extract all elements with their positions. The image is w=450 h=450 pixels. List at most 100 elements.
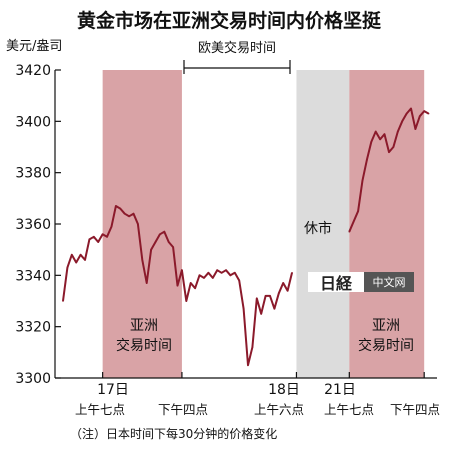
x-axis-ticks (102, 372, 425, 378)
chart-title: 黄金市场在亚洲交易时间内价格坚挺 (77, 9, 382, 32)
footnote: （注）日本时间下每30分钟的价格变化 (70, 426, 277, 441)
price-point (159, 233, 161, 236)
price-point (392, 146, 395, 148)
market-closed-band (296, 70, 350, 378)
session-label-euro-us: 欧美交易时间 (198, 40, 276, 56)
price-point (106, 236, 108, 238)
price-point (132, 212, 135, 215)
price-point (418, 115, 421, 117)
price-point (62, 300, 64, 302)
price-point (383, 133, 386, 135)
price-point (396, 130, 399, 133)
date-label-21: 21日 (324, 382, 356, 398)
time-label-4: 下午四点 (390, 402, 440, 417)
price-series (62, 107, 430, 367)
region-label-asia-1-line1: 亚洲 (130, 318, 158, 334)
price-point (75, 261, 78, 264)
price-point (414, 128, 417, 130)
session-bracket (183, 60, 291, 74)
price-point (110, 225, 113, 228)
price-point (172, 246, 174, 248)
price-point (66, 266, 69, 269)
region-label-asia-2-line2: 交易时间 (358, 337, 414, 354)
y-axis-unit-label: 美元/盎司 (6, 39, 62, 54)
price-point (93, 236, 95, 238)
price-point (251, 346, 254, 349)
y-tick-label: 3400 (15, 114, 51, 130)
nikkei-watermark: 日経 中文网 (308, 272, 414, 293)
price-point (194, 287, 196, 289)
price-point (198, 274, 201, 277)
price-point (71, 254, 73, 256)
y-tick-label: 3340 (15, 268, 51, 284)
price-point (401, 120, 403, 123)
time-label-1: 下午四点 (158, 402, 208, 417)
price-point (220, 271, 223, 274)
price-point (256, 297, 258, 300)
price-point (247, 364, 249, 366)
price-point (185, 300, 188, 302)
price-point (97, 241, 100, 243)
price-point (225, 269, 227, 272)
price-point (423, 110, 425, 112)
price-point (123, 212, 126, 215)
price-point (361, 179, 364, 182)
price-point (348, 230, 351, 233)
y-tick-label: 3320 (15, 320, 51, 336)
y-tick-label: 3360 (15, 217, 51, 233)
price-point (282, 282, 285, 284)
asia-session-band (102, 70, 182, 378)
asia-session-band (349, 70, 425, 378)
price-point (410, 107, 412, 110)
price-point (141, 259, 144, 261)
price-point (119, 207, 122, 210)
price-point (260, 313, 263, 315)
price-point (154, 241, 157, 243)
price-point (145, 282, 148, 284)
price-point (286, 289, 289, 292)
price-point (291, 271, 293, 274)
date-label-18: 18日 (268, 382, 300, 398)
price-point (229, 274, 232, 277)
price-point (163, 230, 166, 233)
price-point (352, 220, 355, 223)
time-label-2: 上午六点 (254, 402, 304, 417)
y-tick-label: 3420 (15, 63, 51, 79)
price-point (273, 307, 276, 310)
price-point (388, 151, 390, 153)
price-point (115, 205, 117, 207)
price-point (176, 284, 179, 287)
region-label-asia-2-line1: 亚洲 (372, 318, 400, 334)
price-point (374, 130, 377, 133)
price-point (269, 295, 271, 297)
price-point (216, 269, 218, 272)
price-point (238, 279, 240, 282)
price-point (278, 292, 280, 295)
price-point (264, 295, 267, 297)
time-label-0: 上午七点 (75, 402, 125, 417)
price-point (370, 141, 373, 143)
price-point (427, 112, 430, 115)
price-point (379, 138, 381, 141)
price-point (79, 254, 82, 256)
region-label-asia-1-line2: 交易时间 (116, 337, 172, 354)
price-point (405, 112, 408, 115)
y-tick-label: 3380 (15, 166, 51, 182)
price-point (181, 269, 183, 272)
price-point (242, 307, 245, 310)
price-point (101, 233, 104, 236)
price-point (189, 282, 192, 284)
time-label-3: 上午七点 (324, 402, 374, 417)
price-point (357, 210, 359, 212)
price-point (211, 277, 214, 279)
price-point (366, 159, 368, 161)
closed-label: 休市 (304, 220, 332, 237)
price-point (167, 241, 170, 243)
price-point (233, 271, 236, 274)
price-point (128, 215, 130, 218)
y-axis-ticks: 3300 3320 3340 3360 3380 3400 3420 (15, 63, 61, 387)
price-point (84, 259, 86, 261)
shaded-bands (102, 70, 425, 378)
y-tick-label: 3300 (15, 371, 51, 387)
